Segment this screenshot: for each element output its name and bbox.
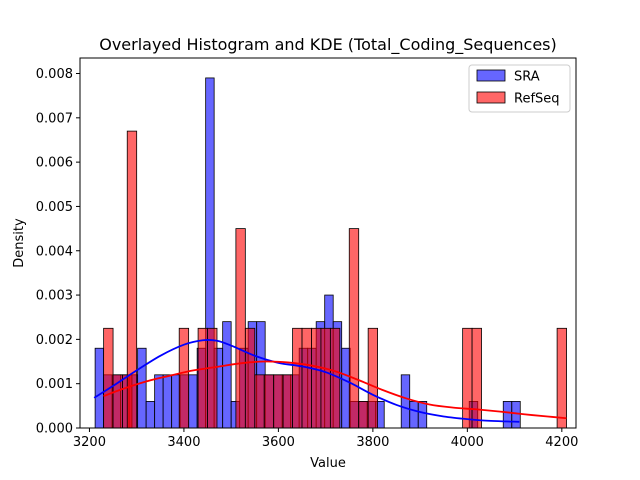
bar-sra-0	[94, 347, 105, 429]
bar-refseq-8	[244, 327, 256, 429]
refseq-bars	[103, 130, 567, 429]
bar-refseq-22	[471, 327, 482, 429]
chart-title: Overlayed Histogram and KDE (Total_Codin…	[99, 35, 557, 55]
bar-refseq-12	[282, 374, 293, 429]
bar-refseq-3	[126, 130, 138, 429]
bar-sra-34	[400, 374, 411, 429]
y-tick-label: 0.000	[36, 422, 73, 437]
bar-refseq-6	[207, 327, 218, 429]
bar-refseq-23	[556, 327, 567, 429]
x-tick-label: 4000	[451, 435, 484, 450]
bar-refseq-21	[462, 327, 473, 429]
x-tick-label: 3800	[356, 435, 389, 450]
bar-refseq-11	[273, 374, 284, 429]
bar-sra-5	[137, 347, 147, 429]
y-tick-label: 0.004	[36, 244, 73, 259]
y-tick-label: 0.005	[36, 200, 73, 215]
legend: SRA RefSeq	[468, 64, 571, 113]
bar-sra-7	[154, 374, 164, 429]
y-axis-label: Density	[12, 218, 27, 268]
legend-label-refseq: RefSeq	[514, 92, 560, 107]
bar-sra-8	[162, 374, 173, 429]
bar-refseq-0	[103, 327, 114, 429]
bar-sra-11	[188, 374, 198, 429]
y-axis: 0.000 0.001 0.002 0.003 0.004 0.005 0.006 0.007…	[36, 67, 80, 437]
bar-refseq-18	[348, 228, 360, 429]
kde-line-refseq	[103, 360, 567, 420]
y-tick-label: 0.008	[36, 67, 73, 82]
bar-refseq-7	[235, 228, 246, 429]
bar-refseq-5	[197, 327, 208, 429]
bar-refseq-16	[320, 327, 331, 429]
y-tick-label: 0.002	[36, 333, 73, 348]
bar-sra-15	[222, 321, 232, 429]
x-axis: 3200 3400 3600 3800 4000 4200	[73, 428, 578, 450]
bar-sra-38	[502, 401, 513, 429]
bar-sra-39	[511, 401, 521, 429]
bar-sra-35	[409, 401, 419, 429]
bar-refseq-9	[254, 374, 265, 429]
x-tick-label: 3400	[167, 435, 200, 450]
bar-refseq-14	[301, 327, 312, 429]
bar-refseq-15	[311, 327, 322, 429]
legend-swatch-sra	[476, 69, 506, 82]
y-tick-label: 0.003	[36, 289, 73, 304]
bar-refseq-13	[292, 327, 303, 429]
legend-swatch-refseq	[476, 91, 506, 104]
bar-sra-6	[145, 401, 156, 429]
y-tick-label: 0.001	[36, 377, 73, 392]
bar-sra-36	[417, 401, 428, 429]
kde-line-sra	[93, 338, 520, 423]
y-tick-label: 0.006	[36, 156, 73, 171]
legend-label-sra: SRA	[514, 70, 540, 85]
bar-refseq-19	[358, 401, 369, 429]
x-axis-label: Value	[310, 456, 346, 471]
y-tick-label: 0.007	[36, 111, 73, 126]
x-tick-label: 3600	[262, 435, 295, 450]
x-tick-label: 4200	[545, 435, 578, 450]
bar-refseq-20	[367, 327, 378, 429]
plot-frame	[79, 57, 577, 429]
x-tick-label: 3200	[73, 435, 106, 450]
bar-refseq-10	[263, 374, 275, 429]
kde-lines	[93, 338, 567, 423]
